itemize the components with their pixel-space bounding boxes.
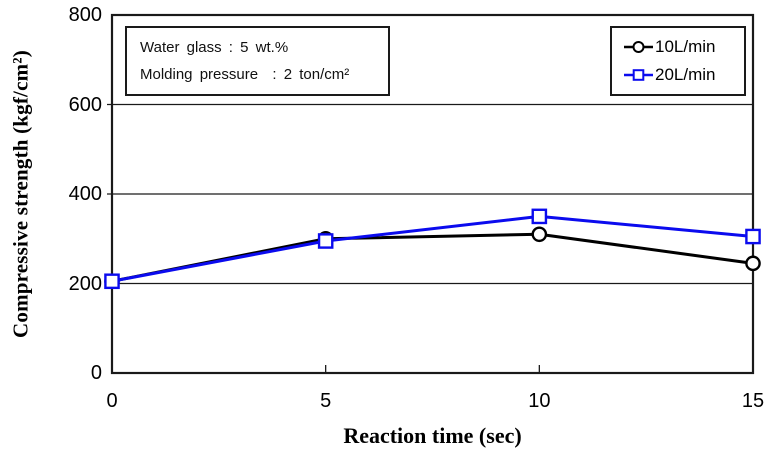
annotation-line-water-glass: Water glass : 5 wt.%	[140, 38, 289, 56]
x-tick-label: 0	[106, 390, 118, 412]
legend-square-marker-icon	[624, 69, 653, 82]
y-tick-label: 600	[68, 93, 102, 116]
y-tick-label: 0	[90, 362, 102, 384]
annotation-line-molding-pressure: Molding pressure : 2 ton/cm²	[140, 66, 350, 84]
y-tick-label: 200	[68, 272, 102, 295]
legend-label-20lmin: 20L/min	[655, 65, 716, 85]
y-tick-label: 400	[68, 183, 102, 205]
y-tick-label: 800	[68, 4, 102, 26]
legend-entry-10lmin: 10L/min	[623, 37, 744, 57]
x-tick-label: 5	[320, 390, 332, 412]
x-tick-label: 10	[528, 390, 551, 412]
x-tick-label: 15	[741, 390, 765, 412]
legend-entry-20lmin: 20L/min	[623, 65, 744, 85]
x-axis-title: Reaction time (sec)	[343, 423, 522, 448]
legend-circle-marker-icon	[624, 40, 653, 53]
legend-label-10lmin: 10L/min	[655, 36, 716, 56]
annotation-box: Water glass : 5 wt.% Molding pressure : …	[125, 26, 390, 96]
legend: 10L/min 20L/min	[610, 26, 746, 96]
